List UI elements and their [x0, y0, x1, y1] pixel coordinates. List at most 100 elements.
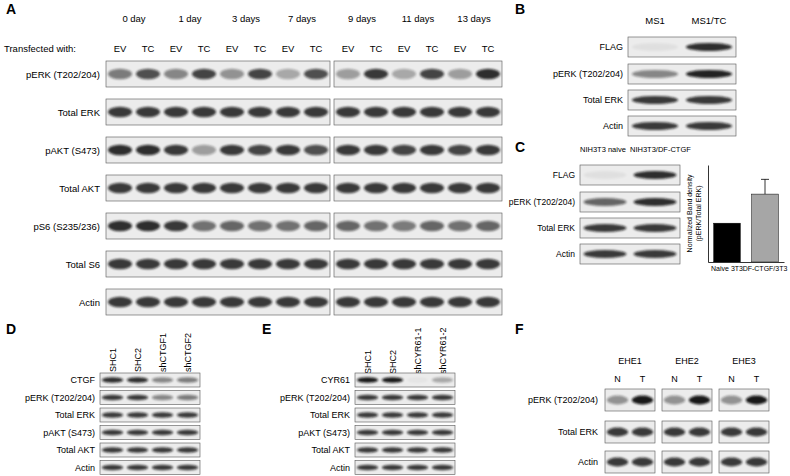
- band: [336, 69, 360, 79]
- lane-label: shCYR61-1: [413, 327, 423, 374]
- panel-letter: A: [6, 1, 16, 17]
- band: [276, 145, 300, 155]
- blot-strip: [628, 116, 736, 136]
- blot-strip: [355, 391, 455, 405]
- blot-background: [106, 289, 330, 315]
- panel-letter: B: [515, 1, 525, 17]
- band: [177, 430, 199, 436]
- y-axis-line: [708, 166, 709, 263]
- band: [336, 183, 360, 193]
- band: [304, 221, 328, 231]
- band: [448, 221, 472, 231]
- blot-background: [605, 451, 655, 473]
- band: [476, 259, 500, 269]
- band: [108, 259, 132, 269]
- lane-label: TC: [142, 43, 155, 54]
- band: [392, 183, 416, 193]
- lane-label: TC: [198, 43, 211, 54]
- blot-background: [605, 421, 655, 443]
- band: [336, 259, 360, 269]
- band: [632, 458, 654, 467]
- band: [248, 69, 272, 79]
- band: [248, 297, 272, 307]
- lane-label: EV: [114, 43, 127, 54]
- blot-strip: [100, 426, 200, 440]
- row-label: pERK (T202/204): [25, 393, 95, 403]
- band: [407, 447, 429, 453]
- band: [392, 107, 416, 117]
- band: [220, 297, 244, 307]
- blot-background: [100, 443, 200, 457]
- blot-strip: [100, 408, 200, 422]
- band: [304, 69, 328, 79]
- band: [177, 377, 199, 383]
- band: [127, 377, 149, 383]
- blot-strip: [334, 213, 502, 239]
- row-label: Total ERK: [58, 107, 101, 118]
- blot-strip: [334, 61, 502, 87]
- band: [177, 412, 199, 418]
- blot-strip: [719, 389, 769, 411]
- group-label: EHE3: [732, 356, 756, 366]
- group-label: 13 days: [457, 13, 491, 24]
- lane-label: T: [697, 374, 703, 384]
- band: [220, 145, 244, 155]
- band: [634, 224, 677, 232]
- band: [432, 377, 454, 383]
- blot-strip: [334, 251, 502, 277]
- error-bar: [761, 179, 769, 194]
- row-label: Total ERK: [558, 427, 598, 437]
- band: [364, 107, 388, 117]
- blot-background: [334, 99, 502, 125]
- panel-a: ATransfected with:0 dayEVTC1 dayEVTC3 da…: [4, 1, 502, 315]
- blot-background: [106, 99, 330, 125]
- lane-label: EV: [342, 43, 355, 54]
- lane-label: TC: [426, 43, 439, 54]
- group-label: 3 days: [232, 13, 260, 24]
- band: [127, 447, 149, 453]
- band: [357, 465, 379, 471]
- band: [664, 458, 686, 467]
- band: [177, 395, 199, 401]
- blot-strip: [628, 37, 736, 57]
- lane-label: EV: [226, 43, 239, 54]
- band: [746, 458, 768, 467]
- band: [164, 183, 188, 193]
- x-tick-label: DF-CTGF/3T3: [743, 265, 788, 272]
- lane-label: shCTGF2: [183, 333, 193, 372]
- blot-background: [106, 61, 330, 87]
- band: [721, 428, 743, 437]
- band: [632, 43, 678, 51]
- blot-strip: [106, 213, 330, 239]
- lane-label: SHC1: [108, 348, 118, 372]
- band: [382, 395, 404, 401]
- blot-background: [719, 451, 769, 473]
- blot-background: [355, 391, 455, 405]
- row-label: Actin: [79, 297, 100, 308]
- band: [336, 107, 360, 117]
- blot-strip: [106, 175, 330, 201]
- band: [382, 377, 404, 383]
- band: [584, 224, 627, 232]
- band: [152, 430, 174, 436]
- blot-strip: [100, 461, 200, 475]
- band: [248, 221, 272, 231]
- band: [420, 69, 444, 79]
- blot-strip: [334, 99, 502, 125]
- blot-background: [355, 373, 455, 387]
- band: [108, 107, 132, 117]
- band: [476, 107, 500, 117]
- row-label: Total ERK: [537, 223, 575, 233]
- row-label: Total ERK: [310, 410, 350, 420]
- lane-label: EV: [170, 43, 183, 54]
- band: [364, 297, 388, 307]
- band: [392, 221, 416, 231]
- bar: [752, 194, 779, 262]
- row-label: pAKT (S473): [43, 428, 95, 438]
- row-label: pERK (T202/204): [553, 69, 623, 79]
- panel-f: FEHE1NTEHE2NTEHE3NTpERK (T202/204)Total …: [515, 321, 769, 473]
- bar-chart: Naive 3T3DF-CTGF/3T3Normalized Band dens…: [686, 166, 787, 272]
- band: [102, 377, 124, 383]
- row-label: pERK (T202/204): [280, 393, 350, 403]
- band: [448, 297, 472, 307]
